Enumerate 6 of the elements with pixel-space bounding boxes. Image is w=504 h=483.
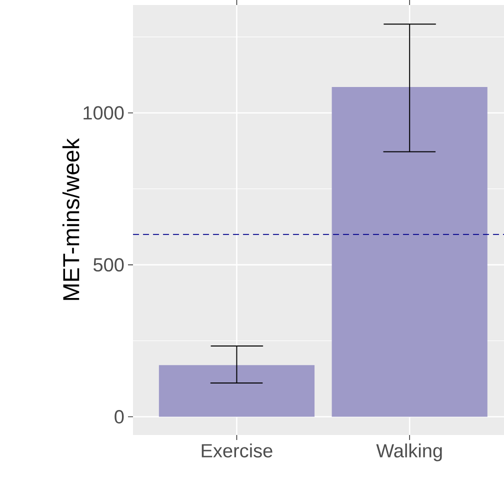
y-tick-label: 500 [94, 258, 124, 272]
x-tick-label: Exercise [202, 444, 272, 458]
x-tick-label: Walking [376, 444, 442, 462]
y-tick-label: 0 [114, 410, 124, 424]
y-axis-title: MET-mins/week [62, 138, 80, 300]
y-tick-label: 1000 [84, 106, 124, 120]
